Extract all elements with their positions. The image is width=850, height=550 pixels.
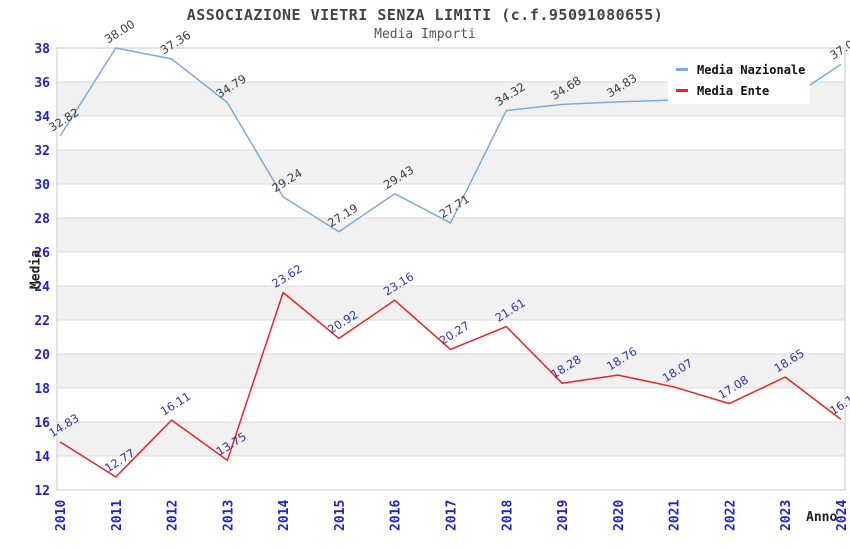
x-tick-label: 2019 [556,500,571,531]
plot-band [57,422,845,456]
x-tick-label: 2015 [333,500,348,531]
x-tick-label: 2021 [668,500,683,531]
y-tick-label: 12 [34,484,50,499]
y-tick-label: 36 [34,76,50,91]
y-tick-label: 38 [34,42,50,57]
page-title: ASSOCIAZIONE VIETRI SENZA LIMITI (c.f.95… [186,6,664,24]
legend-item-media-nazionale: Media Nazionale [676,59,810,80]
legend-label: Media Nazionale [697,62,806,77]
x-tick-label: 2024 [835,500,850,531]
line-swatch-icon [676,68,688,71]
plot-band [57,286,845,320]
x-tick-label: 2018 [500,500,515,531]
y-tick-label: 28 [34,212,50,227]
y-tick-label: 32 [34,144,50,159]
chart-legend: Media Nazionale Media Ente [668,56,810,104]
plot-band [57,218,845,252]
y-axis-title: Media [28,249,44,290]
x-axis-title: Anno [806,510,838,525]
point-label: 16.15 [827,388,850,417]
y-tick-label: 18 [34,382,50,397]
page-subtitle: Media Importi [374,27,476,42]
y-tick-label: 24 [34,280,50,295]
y-tick-label: 20 [34,348,50,363]
x-tick-label: 2010 [54,500,69,531]
plot-band [57,150,845,184]
x-tick-label: 2017 [445,500,460,531]
plot-border [56,47,846,491]
y-tick-label: 14 [34,450,50,465]
x-tick-label: 2016 [389,500,404,531]
legend-item-media-ente: Media Ente [676,80,810,101]
y-tick-label: 30 [34,178,50,193]
x-tick-label: 2011 [110,500,125,531]
x-tick-label: 2020 [612,500,627,531]
x-tick-label: 2012 [166,500,181,531]
series-line-media-ente [59,291,842,478]
x-tick-label: 2023 [779,500,794,531]
y-tick-label: 34 [34,110,50,125]
y-tick-label: 16 [34,416,50,431]
y-tick-label: 26 [34,246,50,261]
line-swatch-icon [676,89,688,92]
plot-band [57,354,845,388]
x-tick-label: 2013 [221,500,236,531]
legend-label: Media Ente [697,83,770,98]
x-tick-label: 2014 [277,500,292,531]
x-tick-label: 2022 [723,500,738,531]
y-tick-label: 22 [34,314,50,329]
point-label: 16.11 [158,389,193,418]
